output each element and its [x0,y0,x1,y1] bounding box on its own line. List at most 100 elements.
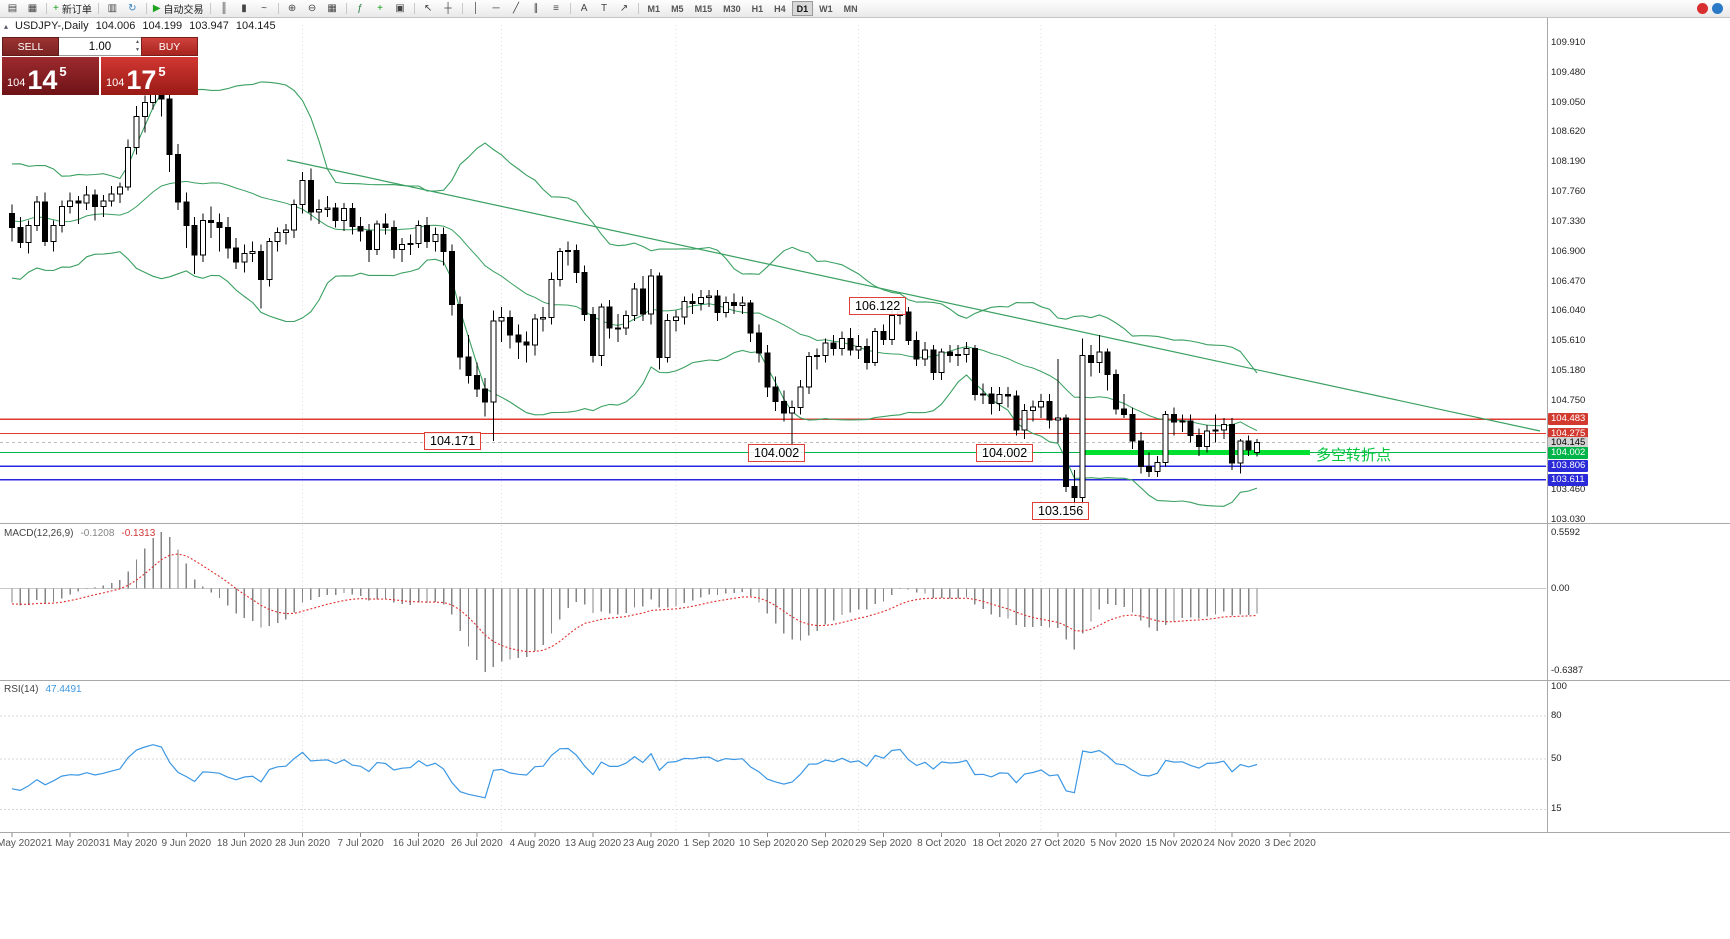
rsi-name: RSI(14) [4,684,39,695]
new-order-button-label: 新订单 [61,5,92,16]
volume-value: 1.00 [88,40,112,53]
cursor-tool-icon: ↖ [423,2,433,14]
trendline-tool-button[interactable]: ╱ [507,2,526,16]
channel-tool-button[interactable]: ∥ [527,2,546,16]
buy-price-box[interactable]: 104 17 5 [101,57,198,95]
toolbar-separator [413,3,415,14]
sell-button[interactable]: SELL [2,37,59,56]
rsi-indicator-label: RSI(14) 47.4491 [4,684,82,695]
buy-price-prefix: 104 [106,77,125,89]
sell-price-prefix: 104 [7,77,26,89]
timeframe-m15-button[interactable]: M15 [694,3,713,14]
auto-trading-button[interactable]: ▶ 自动交易 [151,2,206,17]
timeframe-m5-button[interactable]: M5 [671,3,684,14]
quote-high: 104.199 [142,20,183,32]
tile-windows-button[interactable]: ▦ [323,2,342,16]
charts-icon: ▤ [7,2,18,14]
horizontal-line-tool-icon: ─ [492,2,500,14]
macd-indicator-label: MACD(12,26,9) -0.1208 -0.1313 [4,528,155,539]
buy-button[interactable]: BUY [141,37,198,56]
text-tool-button[interactable]: A [575,2,594,16]
fibonacci-tool-icon: ≡ [553,2,559,14]
label-tool-button[interactable]: T [595,2,614,16]
horizontal-line-tool-button[interactable]: ─ [487,2,506,16]
toolbar-right-icons [1697,3,1727,14]
zoom-in-button[interactable]: ⊕ [283,2,302,16]
candle-chart-button[interactable]: ▮ [235,2,254,16]
sell-price-box[interactable]: 104 14 5 [2,57,99,95]
tile-windows-icon: ▦ [327,2,337,14]
buy-price-big: 17 [126,65,157,95]
live-update-icon[interactable] [1697,3,1708,14]
indicators-button[interactable]: ƒ [351,2,370,16]
toolbar-separator [569,3,571,14]
toolbar-separator [209,3,211,14]
arrows-tool-icon: ↗ [619,2,629,14]
timeframe-h1-button[interactable]: H1 [751,3,764,14]
period-separators [302,25,1216,833]
timeframe-d1-button[interactable]: D1 [791,1,814,16]
sell-price-big: 14 [27,65,58,95]
toolbar-separator [145,3,147,14]
community-icon[interactable] [1712,3,1723,14]
volume-input[interactable]: 1.00 ▲ ▼ [59,37,141,56]
new-order-button[interactable]: + 新订单 [51,2,94,17]
indicators-icon: ƒ [357,2,363,14]
bar-chart-icon: ║ [220,2,228,14]
refresh-button[interactable]: ↻ [123,2,142,16]
sell-price-sup: 5 [59,64,67,79]
macd-indicator [0,532,1546,672]
toolbar-separator [46,3,47,14]
templates-button[interactable]: ▣ [391,2,410,16]
arrows-tool-button[interactable]: ↗ [615,2,634,16]
bar-chart-button[interactable]: ║ [215,2,234,16]
zoom-out-icon: ⊖ [307,2,317,14]
line-chart-button[interactable]: ~ [255,2,274,16]
macd-main-value: -0.1208 [80,528,115,539]
candle-chart-icon: ▮ [241,2,247,14]
volume-down-button[interactable]: ▼ [135,47,140,53]
zoom-in-icon: ⊕ [287,2,297,14]
timeframe-w1-button[interactable]: W1 [819,3,833,14]
zoom-out-button[interactable]: ⊖ [303,2,322,16]
symbol-period-label: USDJPY-,Daily [15,20,89,32]
crosshair-tool-icon: ┼ [444,2,452,14]
chart-window-button[interactable]: ▦ [23,2,42,16]
toolbar-separator [97,3,99,14]
fibonacci-tool-button[interactable]: ≡ [547,2,566,16]
auto-trading-icon: ▶ [152,2,161,14]
quote-line: ▴ USDJPY-,Daily 104.006 104.199 103.947 … [4,20,276,32]
new-order-icon: + [53,2,59,14]
vertical-line-tool-button[interactable]: │ [467,2,486,16]
cursor-tool-button[interactable]: ↖ [419,2,438,16]
volume-up-button[interactable]: ▲ [135,39,140,45]
add-indicator-icon: + [377,2,383,14]
quote-close: 104.145 [235,20,276,32]
market-watch-button[interactable]: ▥ [103,2,122,16]
rsi-value: 47.4491 [45,684,82,695]
trendline-tool-icon: ╱ [513,2,520,14]
toolbar-separator [461,3,463,14]
toolbar: ▤ ▦ + 新订单 ▥ ↻ ▶ 自动交易 ║ ▮ ~ ⊕ ⊖ ▦ ƒ + ▣ ↖ ┼ │ ─ ╱ ∥ ≡ A T ↗ M1 M5 M15 M… [0,0,1730,18]
text-tool-icon: A [580,2,588,14]
vertical-line-tool-icon: │ [472,2,480,14]
toolbar-separator [637,3,639,14]
templates-icon: ▣ [395,2,405,14]
crosshair-tool-button[interactable]: ┼ [439,2,458,16]
charts-button[interactable]: ▤ [3,2,22,16]
chart-window-icon: ▦ [27,2,38,14]
rsi-indicator [0,715,1546,810]
timeframe-m30-button[interactable]: M30 [723,3,741,14]
one-click-trading-panel: SELL 1.00 ▲ ▼ BUY 104 14 5 104 17 5 [2,37,198,95]
quote-open: 104.006 [95,20,136,32]
market-watch-icon: ▥ [107,2,118,14]
toolbar-separator [345,3,347,14]
horizontal-price-lines [0,418,1546,481]
timeframe-m1-button[interactable]: M1 [647,3,661,14]
buy-price-sup: 5 [158,64,166,79]
add-indicator-button[interactable]: + [371,2,390,16]
timeframe-mn-button[interactable]: MN [843,3,858,14]
timeframe-h4-button[interactable]: H4 [774,3,786,14]
toolbar-separator [277,3,279,14]
